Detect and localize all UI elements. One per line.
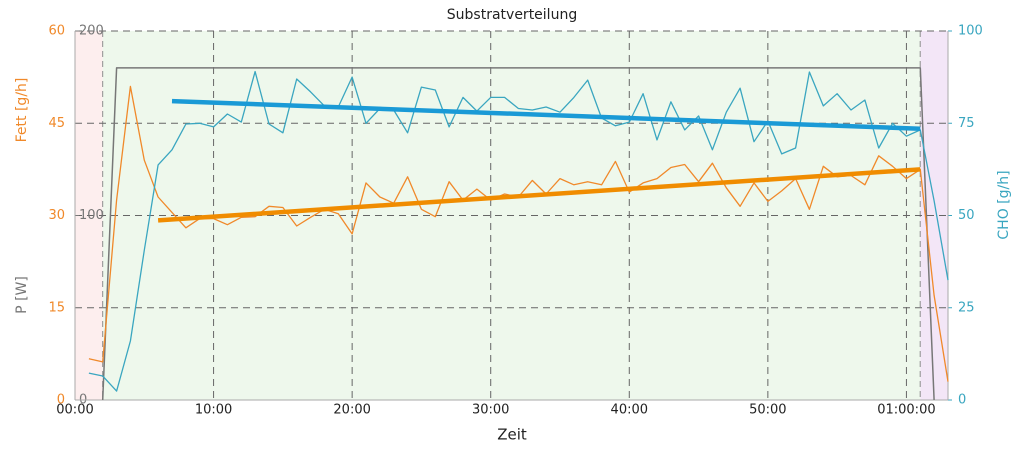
x-axis-label: Zeit (497, 426, 527, 444)
x-tick-label: 01:00:00 (877, 403, 935, 418)
series-line (88, 70, 949, 392)
x-tick-label: 20:00 (333, 403, 370, 418)
y2-axis-label: CHO [g/h] (996, 170, 1012, 239)
x-tick-label: 30:00 (472, 403, 509, 418)
y2-tick-label: 75 (958, 116, 975, 131)
y3-tick-label: 200 (79, 24, 104, 39)
y-tick-label: 45 (48, 116, 65, 131)
y2-tick-label: 25 (958, 300, 975, 315)
y-tick-label: 0 (57, 393, 65, 408)
x-tick-label: 50:00 (749, 403, 786, 418)
y2-tick-label: 100 (958, 24, 983, 39)
x-tick-label: 10:00 (195, 403, 232, 418)
y3-tick-label: 100 (79, 208, 104, 223)
x-tick-label: 00:00 (56, 403, 93, 418)
series-line (171, 98, 921, 132)
y-tick-label: 60 (48, 24, 65, 39)
x-tick-label: 40:00 (611, 403, 648, 418)
y-tick-label: 30 (48, 208, 65, 223)
series-line (157, 167, 921, 223)
y2-tick-label: 50 (958, 208, 975, 223)
y-axis-label: Fett [g/h] (14, 78, 30, 143)
y2-tick-label: 0 (958, 393, 966, 408)
chart-title: Substratverteilung (447, 7, 577, 23)
y3-axis-label: P [W] (14, 276, 30, 314)
y-tick-label: 15 (48, 300, 65, 315)
